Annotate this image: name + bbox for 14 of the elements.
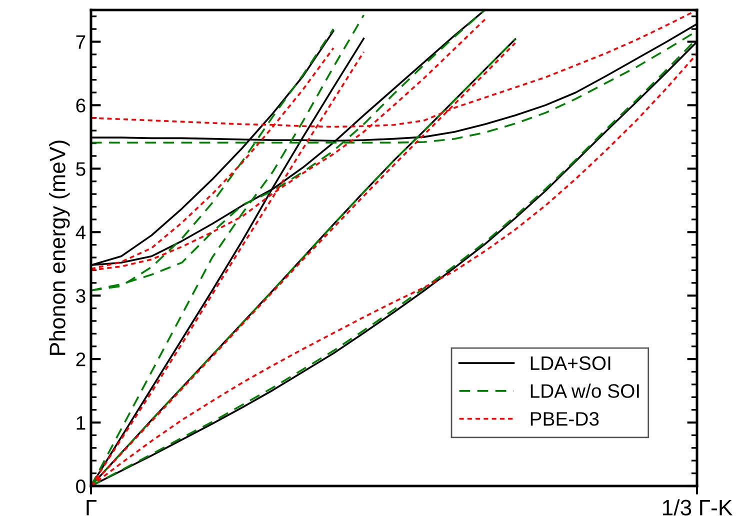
y-tick-label: 1: [76, 416, 86, 430]
y-tick-label: 2: [76, 352, 86, 366]
y-tick-label: 4: [76, 226, 86, 240]
legend-label: LDA w/o SOI: [530, 384, 639, 398]
y-axis-title: Phonon energy (meV): [49, 140, 70, 355]
x-tick-label: Γ: [86, 500, 96, 516]
y-tick-label: 0: [76, 479, 86, 494]
y-tick-label: 7: [76, 35, 86, 49]
y-tick-label: 3: [76, 289, 86, 303]
y-tick-label: 5: [76, 162, 86, 176]
y-tick-label: 6: [76, 98, 86, 112]
legend-label: LDA+SOI: [530, 356, 610, 370]
legend-label: PBE-D3: [530, 412, 599, 426]
x-tick-label: 1/3 Γ-K: [662, 499, 733, 516]
